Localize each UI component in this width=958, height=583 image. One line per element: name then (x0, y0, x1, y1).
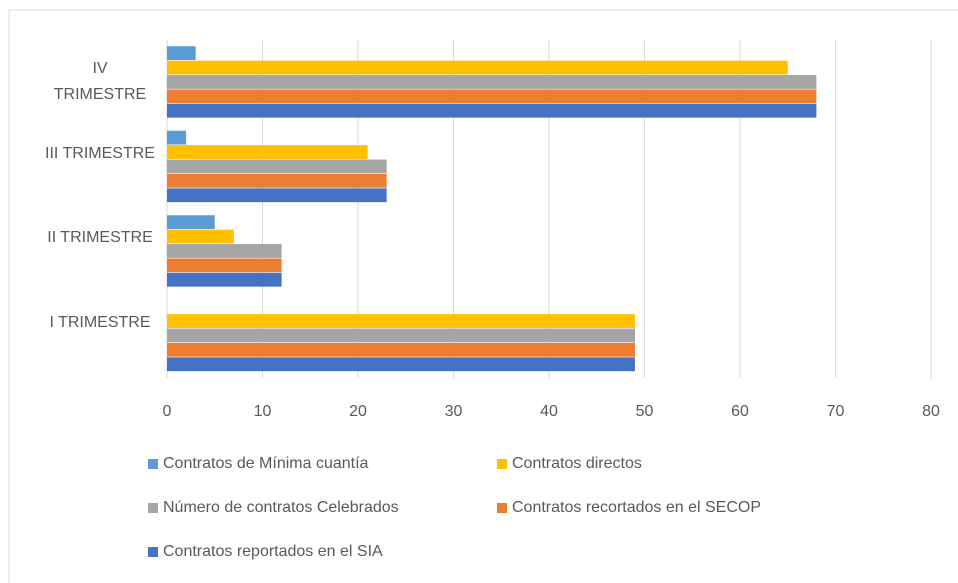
legend-label: Contratos reportados en el SIA (163, 543, 383, 560)
bar (167, 342, 635, 357)
category-label: I TRIMESTRE (49, 313, 151, 331)
bar (167, 314, 635, 328)
x-tick-label: 30 (445, 403, 463, 420)
legend-swatch (148, 547, 158, 557)
bar (167, 215, 215, 230)
category-label: III TRIMESTRE (45, 144, 155, 162)
legend-swatch (497, 459, 507, 469)
bar (167, 328, 635, 343)
bar (167, 60, 788, 75)
bar (167, 173, 387, 188)
bar (167, 244, 282, 258)
bar (167, 103, 817, 118)
bar (167, 89, 817, 104)
x-tick-label: 40 (540, 403, 558, 420)
bar (167, 188, 387, 203)
x-tick-label: 50 (636, 403, 654, 420)
bar (167, 75, 817, 89)
bar (167, 272, 282, 287)
category-label: IV TRIMESTRE (53, 60, 147, 104)
legend-label: Contratos directos (512, 455, 642, 472)
legend-swatch (148, 459, 158, 469)
bar (167, 46, 196, 61)
category-label: II TRIMESTRE (47, 229, 153, 247)
legend-swatch (497, 503, 507, 513)
x-tick-label: 20 (349, 403, 367, 420)
legend-label: Número de contratos Celebrados (163, 499, 399, 516)
bar (167, 258, 282, 273)
chart-border (8, 9, 958, 583)
bar (167, 357, 635, 372)
x-tick-label: 80 (922, 403, 940, 420)
x-tick-label: 60 (731, 403, 749, 420)
legend-swatch (148, 503, 158, 513)
bar (167, 145, 368, 159)
x-tick-label: 0 (163, 403, 172, 420)
x-tick-label: 70 (827, 403, 845, 420)
x-tick-label: 10 (254, 403, 272, 420)
bar (167, 159, 387, 174)
bar (167, 130, 187, 145)
legend-label: Contratos recortados en el SECOP (512, 499, 761, 516)
legend-label: Contratos de Mínima cuantía (163, 455, 369, 472)
bar (167, 229, 234, 244)
